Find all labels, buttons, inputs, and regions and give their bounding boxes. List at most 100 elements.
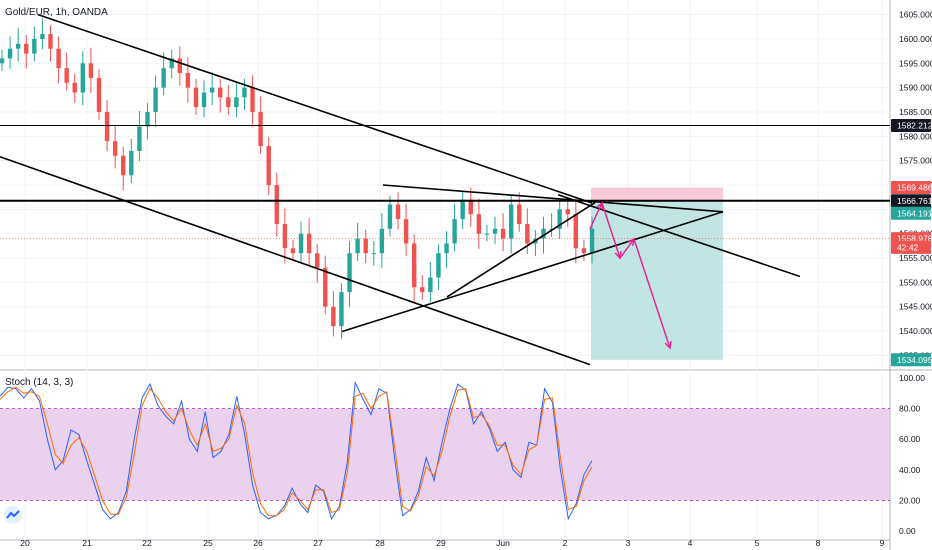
- candle-body: [177, 58, 183, 74]
- candle-body: [169, 58, 174, 69]
- candle-body: [589, 228, 595, 254]
- candle-body: [266, 146, 271, 185]
- arrow-head: [627, 237, 635, 247]
- price-badge-label: 1566.761: [897, 196, 932, 206]
- time-tick-label: 26: [253, 538, 263, 548]
- candle-body: [347, 253, 352, 293]
- stoch-title: Stoch (14, 3, 3): [5, 377, 73, 388]
- candle-body: [460, 199, 465, 220]
- stoch-band: [0, 408, 890, 501]
- candle-body: [274, 185, 279, 224]
- time-tick-label: 27: [313, 538, 323, 548]
- time-tick-label: 28: [375, 538, 385, 548]
- candle-body: [24, 43, 29, 54]
- arrow-head: [614, 250, 622, 260]
- candle-body: [32, 38, 37, 54]
- candle-body: [40, 34, 45, 39]
- candle-body: [581, 248, 587, 254]
- candle-body: [492, 228, 498, 234]
- price-tick-label: 1575.000: [899, 156, 932, 166]
- price-tick-label: 1545.000: [899, 302, 932, 312]
- candle-body: [315, 253, 320, 268]
- trendline: [557, 193, 801, 278]
- candle-body: [145, 111, 150, 127]
- candle-body: [371, 253, 376, 255]
- position-tool[interactable]: [591, 187, 723, 360]
- candle-body: [468, 199, 473, 215]
- candle-body: [64, 68, 69, 83]
- trendline: [341, 211, 724, 333]
- stoch-tick-label: 0.00: [899, 526, 916, 536]
- candle-body: [153, 87, 158, 112]
- candle-body: [298, 233, 304, 254]
- time-axis[interactable]: 20 21 22 25 26 27 28 29 Jun 2 3 4 5 8 9: [20, 538, 884, 548]
- candle-body: [129, 150, 134, 176]
- time-tick-label: Jun: [496, 538, 510, 548]
- price-badge-label: 1569.486: [897, 183, 932, 193]
- candle-body: [323, 267, 328, 307]
- price-badge-label: 1564.191: [897, 208, 932, 218]
- stoch-tick-label: 40.00: [899, 465, 921, 475]
- candle-body: [193, 87, 199, 108]
- price-badge-label: 1558.978: [897, 234, 932, 244]
- time-tick-label: 25: [203, 538, 213, 548]
- price-tick-label: 1605.000: [899, 10, 932, 20]
- time-tick-label: 22: [142, 538, 152, 548]
- stochastic-panel: [0, 380, 890, 521]
- candle-body: [525, 223, 530, 244]
- tradingview-logo-icon: [4, 506, 22, 524]
- candle-body: [242, 87, 247, 98]
- candle-body: [436, 253, 441, 278]
- candle-body: [452, 219, 457, 244]
- price-badge: [891, 181, 931, 195]
- arrow-head: [664, 341, 672, 350]
- candle-body: [306, 233, 312, 254]
- candle-body: [500, 228, 506, 239]
- candle-body: [201, 92, 207, 108]
- price-tick-label: 1590.000: [899, 83, 932, 93]
- price-tick-label: 1580.000: [899, 131, 932, 141]
- candle-body: [112, 141, 118, 156]
- candle-body: [476, 214, 482, 234]
- candle-body: [48, 34, 53, 49]
- candle-body: [56, 48, 61, 69]
- candle-body: [379, 228, 385, 254]
- candle-body: [185, 73, 191, 88]
- candle-body: [403, 219, 409, 244]
- trendline: [446, 201, 596, 298]
- candle-body: [161, 68, 166, 88]
- candle-body: [541, 228, 546, 239]
- candle-body: [96, 77, 102, 112]
- stop-zone: [591, 187, 723, 201]
- candle-body: [209, 87, 215, 93]
- candle-body: [290, 248, 296, 254]
- price-candles: [0, 18, 595, 339]
- chart-labels: Gold/EUR, 1h, OANDA Stoch (14, 3, 3): [5, 7, 108, 388]
- candle-body: [72, 82, 77, 93]
- candle-body: [7, 48, 13, 59]
- candle-body: [395, 204, 401, 220]
- trendline: [382, 184, 724, 213]
- candle-body: [517, 204, 522, 224]
- candle-body: [331, 306, 336, 327]
- stoch-tick-label: 20.00: [899, 495, 921, 505]
- price-badge: [891, 194, 931, 208]
- candle-body: [226, 97, 231, 108]
- price-badge-label: 1582.212: [897, 121, 932, 131]
- candle-body: [88, 63, 94, 78]
- target-zone: [591, 200, 723, 360]
- candle-body: [282, 223, 288, 249]
- candle-body: [0, 58, 5, 64]
- candle-body: [218, 87, 223, 98]
- trendline-drawings[interactable]: [0, 13, 890, 366]
- price-badge-label: 1534.095: [897, 355, 932, 365]
- candle-body: [121, 155, 126, 176]
- trendline: [37, 13, 593, 204]
- symbol-title: Gold/EUR, 1h, OANDA: [5, 7, 108, 18]
- candle-body: [428, 277, 433, 293]
- price-tick-label: 1540.000: [899, 326, 932, 336]
- price-axis[interactable]: 1535.0001540.0001545.0001550.0001555.000…: [891, 10, 932, 536]
- candle-body: [15, 43, 21, 49]
- candle-body: [363, 238, 368, 254]
